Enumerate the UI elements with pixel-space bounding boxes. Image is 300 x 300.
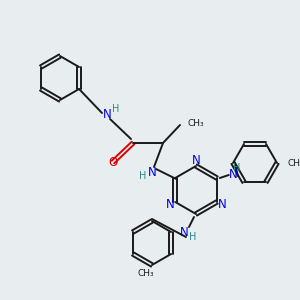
Text: H: H — [233, 163, 241, 173]
Text: N: N — [166, 199, 174, 212]
Text: N: N — [103, 109, 111, 122]
Text: O: O — [108, 155, 118, 169]
Text: N: N — [192, 154, 200, 166]
Text: H: H — [189, 232, 197, 242]
Text: CH₃: CH₃ — [138, 268, 154, 278]
Text: H: H — [139, 171, 147, 181]
Text: CH₃: CH₃ — [287, 158, 300, 167]
Text: N: N — [228, 169, 237, 182]
Text: N: N — [218, 199, 226, 212]
Text: N: N — [180, 226, 188, 238]
Text: H: H — [112, 104, 120, 114]
Text: CH₃: CH₃ — [188, 118, 205, 127]
Text: N: N — [148, 166, 156, 178]
